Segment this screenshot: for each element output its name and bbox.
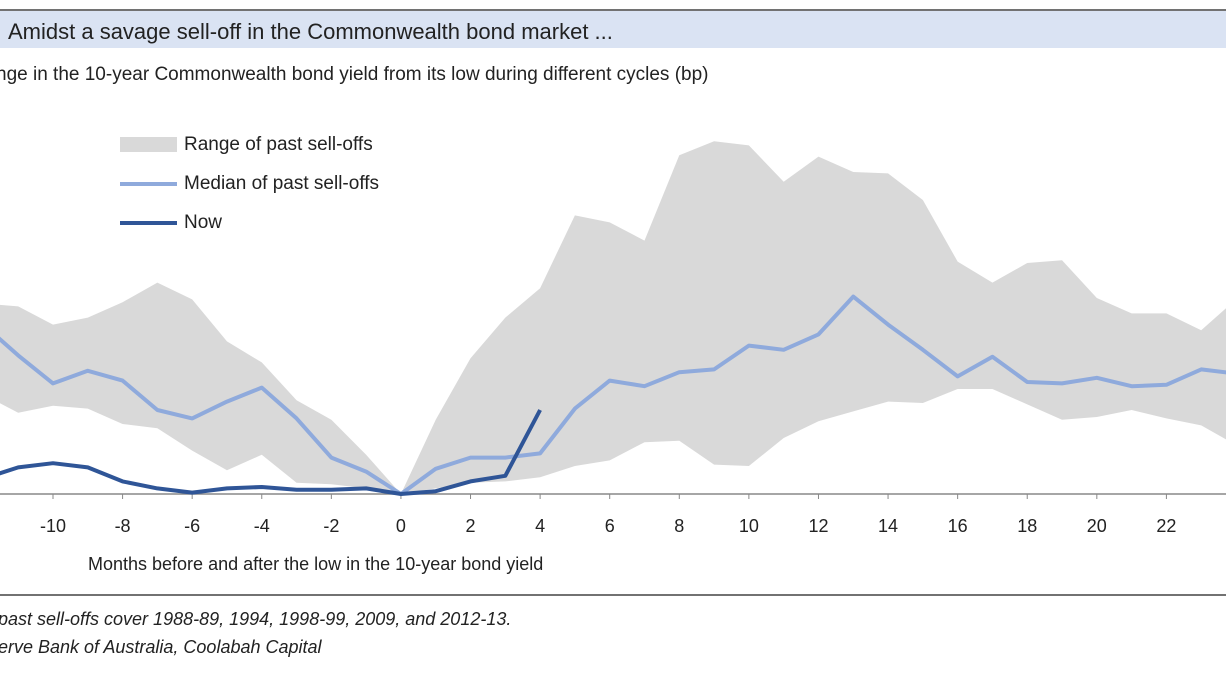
x-tick-label: 0 <box>396 516 406 536</box>
x-tick-label: -6 <box>184 516 200 536</box>
source: erve Bank of Australia, Coolabah Capital <box>0 637 323 657</box>
legend-label: Median of past sell-offs <box>184 173 379 194</box>
x-tick-label: 18 <box>1017 516 1037 536</box>
x-tick-label: 10 <box>739 516 759 536</box>
x-tick-label: 20 <box>1087 516 1107 536</box>
x-tick-label: 16 <box>948 516 968 536</box>
x-tick-label: 4 <box>535 516 545 536</box>
legend-swatch <box>120 137 177 152</box>
line <box>0 294 1226 496</box>
x-axis-label: Months before and after the low in the 1… <box>88 554 543 574</box>
subtitle: nge in the 10-year Commonwealth bond yie… <box>0 64 709 85</box>
legend-label: Range of past sell-offs <box>184 134 373 155</box>
x-tick-label: -2 <box>323 516 339 536</box>
note: past sell-offs cover 1988-89, 1994, 1998… <box>0 609 511 629</box>
x-tick-label: 2 <box>466 516 476 536</box>
line <box>0 409 542 496</box>
x-tick-label: 14 <box>878 516 898 536</box>
title-band <box>0 11 1226 48</box>
x-tick-label: -8 <box>115 516 131 536</box>
x-tick-label: 6 <box>605 516 615 536</box>
x-tick-label: 12 <box>808 516 828 536</box>
x-tick-label: -10 <box>40 516 66 536</box>
range-area <box>0 141 1226 494</box>
legend-label: Now <box>184 212 222 233</box>
x-tick-label: 22 <box>1156 516 1176 536</box>
x-tick-label: -4 <box>254 516 270 536</box>
x-tick-label: 8 <box>674 516 684 536</box>
chart-title: Amidst a savage sell-off in the Commonwe… <box>8 19 613 44</box>
